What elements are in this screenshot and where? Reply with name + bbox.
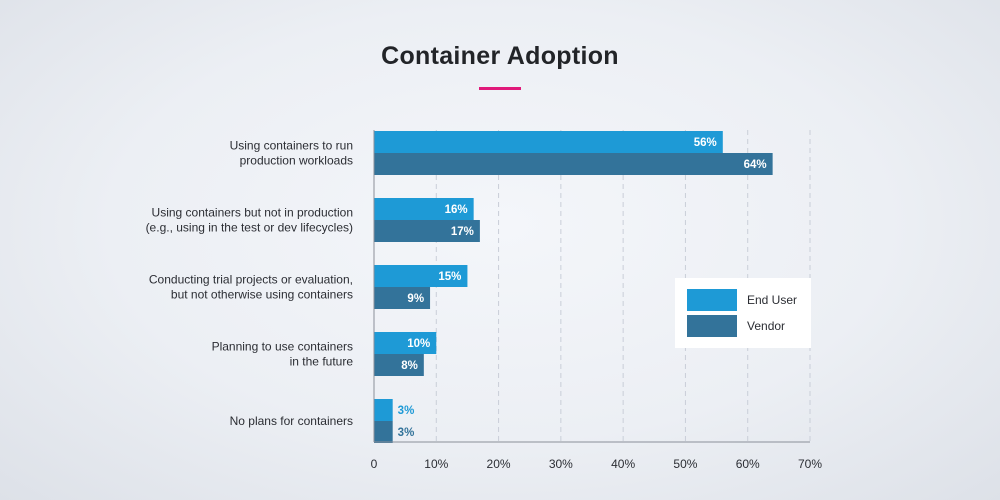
- bar-vendor: [374, 220, 480, 242]
- x-tick-label: 40%: [611, 457, 635, 471]
- bar-value-label: 3%: [398, 405, 415, 417]
- legend: End User Vendor: [675, 278, 811, 348]
- title-underline: [479, 87, 521, 90]
- bar-end-user: [374, 131, 723, 153]
- bar-vendor: [374, 354, 424, 376]
- x-tick-label: 20%: [487, 457, 511, 471]
- bar-end-user: [374, 198, 474, 220]
- x-tick-label: 50%: [673, 457, 697, 471]
- x-tick-label: 10%: [424, 457, 448, 471]
- axes: [373, 130, 810, 443]
- legend-item-vendor: Vendor: [687, 315, 785, 337]
- legend-swatch-end-user: [687, 289, 737, 311]
- bar-value-label: 10%: [407, 338, 430, 350]
- legend-item-end-user: End User: [687, 289, 797, 311]
- legend-label-vendor: Vendor: [747, 319, 786, 333]
- category-label: Using containers but not in production (e…: [146, 206, 353, 235]
- category-labels: Using containers to run production worklo…: [146, 139, 354, 429]
- x-tick-label: 30%: [549, 457, 573, 471]
- category-label: Conducting trial projects or evaluation,…: [149, 273, 353, 302]
- bar-value-label: 64%: [744, 159, 767, 171]
- chart-title: Container Adoption: [381, 42, 619, 70]
- bar-value-label: 3%: [398, 427, 415, 439]
- legend-label-end-user: End User: [747, 293, 798, 307]
- legend-swatch-vendor: [687, 315, 737, 337]
- bar-value-label: 16%: [445, 204, 468, 216]
- category-label: No plans for containers: [230, 414, 353, 428]
- bar-value-label: 9%: [407, 293, 424, 305]
- bar-value-label: 56%: [694, 137, 717, 149]
- bars: 56% 64% 16% 17% 15% 9% 10% 8% 3% 3%: [374, 131, 773, 443]
- bar-end-user: [374, 332, 437, 354]
- bar-vendor: [374, 421, 393, 443]
- bar-vendor: [374, 287, 431, 309]
- bar-end-user: [374, 399, 393, 421]
- bar-value-label: 15%: [438, 271, 461, 283]
- bar-value-label: 8%: [401, 360, 418, 372]
- bar-vendor: [374, 153, 773, 175]
- bar-end-user: [374, 265, 468, 287]
- x-tick-label: 60%: [736, 457, 760, 471]
- bar-value-label: 17%: [451, 226, 474, 238]
- x-tick-label: 0: [371, 457, 378, 471]
- category-label: Using containers to run production worklo…: [230, 139, 353, 168]
- x-tick-label: 70%: [798, 457, 822, 471]
- category-label: Planning to use containers in the future: [212, 340, 354, 369]
- x-tick-labels: 0 10% 20% 30% 40% 50% 60% 70%: [371, 457, 823, 471]
